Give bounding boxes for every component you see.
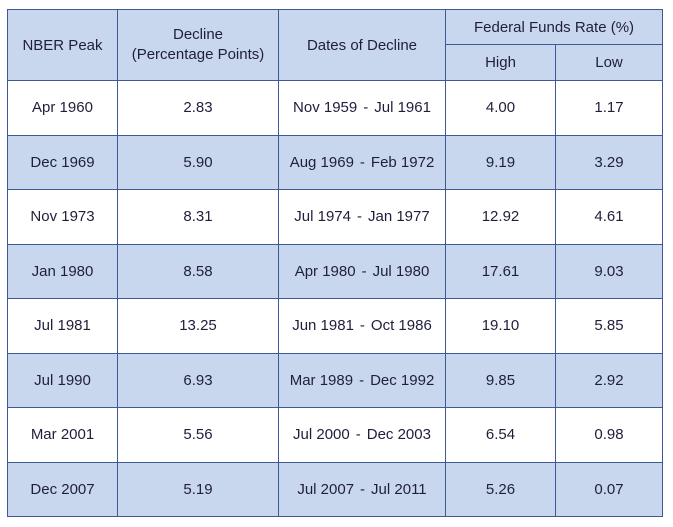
table-row: Jan 1980 8.58 Apr 1980- Jul 1980 17.61 9.03: [7, 243, 664, 299]
header-decline: Decline (Percentage Points): [117, 9, 279, 81]
cell-ffr-high: 4.00: [445, 80, 556, 136]
cell-ffr-high: 6.54: [445, 407, 556, 463]
date-start: Jul 2000: [293, 426, 350, 444]
cell-ffr-high: 5.26: [445, 461, 556, 517]
header-decline-line2: (Percentage Points): [131, 46, 265, 63]
cell-decline: 8.31: [117, 189, 279, 245]
table-row: Apr 1960 2.83 Nov 1959- Jul 1961 4.00 1.17: [7, 80, 664, 136]
date-end: Dec 1992: [370, 371, 435, 389]
header-decline-line1: Decline: [172, 26, 224, 43]
cell-nber-peak: Apr 1960: [7, 80, 118, 136]
cell-nber-peak: Jul 1981: [7, 298, 118, 354]
date-separator: -: [355, 426, 361, 444]
cell-dates-of-decline: Apr 1980- Jul 1980: [278, 243, 446, 299]
header-nber-peak: NBER Peak: [7, 9, 118, 81]
date-end: Jan 1977: [367, 208, 430, 226]
date-start: Jul 2007: [297, 480, 355, 498]
date-separator: -: [363, 99, 369, 117]
date-separator: -: [360, 480, 366, 498]
cell-ffr-low: 2.92: [554, 352, 664, 408]
date-separator: -: [359, 317, 365, 335]
table-row: Nov 1973 8.31 Jul 1974- Jan 1977 12.92 4.61: [7, 189, 664, 245]
cell-decline: 5.56: [117, 407, 279, 463]
cell-ffr-high: 19.10: [445, 298, 556, 354]
cell-dates-of-decline: Jul 2000- Dec 2003: [278, 407, 446, 463]
cell-dates-of-decline: Jul 2007- Jul 2011: [278, 461, 446, 517]
table-row: Mar 2001 5.56 Jul 2000- Dec 2003 6.54 0.98: [7, 407, 664, 463]
date-end: Jul 1980: [372, 262, 430, 280]
header-dates-of-decline: Dates of Decline: [278, 9, 446, 81]
cell-ffr-high: 9.19: [445, 134, 556, 190]
date-start: Nov 1959: [293, 99, 358, 117]
cell-ffr-low: 0.98: [554, 407, 664, 463]
cell-ffr-low: 5.85: [554, 298, 664, 354]
table-row: Dec 1969 5.90 Aug 1969- Feb 1972 9.19 3.29: [7, 134, 664, 190]
cell-ffr-low: 9.03: [554, 243, 664, 299]
date-end: Jul 2011: [371, 480, 427, 498]
date-end: Jul 1961: [374, 99, 431, 117]
table-row: Dec 2007 5.19 Jul 2007- Jul 2011 5.26 0.07: [7, 461, 664, 517]
cell-decline: 6.93: [117, 352, 279, 408]
cell-dates-of-decline: Jul 1974- Jan 1977: [278, 189, 446, 245]
table-row: Jul 1990 6.93 Mar 1989- Dec 1992 9.85 2.92: [7, 352, 664, 408]
date-start: Jun 1981: [292, 317, 354, 335]
date-start: Jul 1974: [294, 208, 351, 226]
table-body: Apr 1960 2.83 Nov 1959- Jul 1961 4.00 1.17 Dec…: [7, 80, 664, 517]
header-federal-funds-rate: Federal Funds Rate (%): [444, 9, 664, 45]
date-separator: -: [356, 208, 362, 226]
cell-ffr-low: 1.17: [554, 80, 664, 136]
cell-dates-of-decline: Jun 1981- Oct 1986: [278, 298, 446, 354]
cell-dates-of-decline: Aug 1969- Feb 1972: [278, 134, 446, 190]
date-start: Mar 1989: [289, 371, 354, 389]
cell-nber-peak: Dec 1969: [7, 134, 118, 190]
cell-nber-peak: Nov 1973: [7, 189, 118, 245]
cell-dates-of-decline: Nov 1959- Jul 1961: [278, 80, 446, 136]
date-separator: -: [361, 262, 367, 280]
cell-nber-peak: Mar 2001: [7, 407, 118, 463]
cell-decline: 13.25: [117, 298, 279, 354]
header-high: High: [445, 44, 556, 81]
cell-ffr-low: 3.29: [554, 134, 664, 190]
cell-ffr-high: 9.85: [445, 352, 556, 408]
date-start: Apr 1980: [294, 262, 356, 280]
federal-funds-rate-table: NBER Peak Decline (Percentage Points) Da…: [7, 9, 664, 517]
cell-ffr-low: 0.07: [554, 461, 664, 517]
date-start: Aug 1969: [289, 153, 354, 171]
cell-nber-peak: Jan 1980: [7, 243, 118, 299]
date-end: Dec 2003: [366, 426, 431, 444]
date-end: Feb 1972: [370, 153, 435, 171]
cell-ffr-high: 12.92: [445, 189, 556, 245]
cell-decline: 8.58: [117, 243, 279, 299]
cell-ffr-low: 4.61: [554, 189, 664, 245]
table-row: Jul 1981 13.25 Jun 1981- Oct 1986 19.10 5.85: [7, 298, 664, 354]
date-end: Oct 1986: [370, 317, 432, 335]
cell-nber-peak: Dec 2007: [7, 461, 118, 517]
cell-dates-of-decline: Mar 1989- Dec 1992: [278, 352, 446, 408]
cell-decline: 5.90: [117, 134, 279, 190]
cell-decline: 5.19: [117, 461, 279, 517]
header-low: Low: [554, 44, 664, 81]
date-separator: -: [359, 153, 365, 171]
cell-ffr-high: 17.61: [445, 243, 556, 299]
cell-decline: 2.83: [117, 80, 279, 136]
cell-nber-peak: Jul 1990: [7, 352, 118, 408]
date-separator: -: [359, 371, 365, 389]
